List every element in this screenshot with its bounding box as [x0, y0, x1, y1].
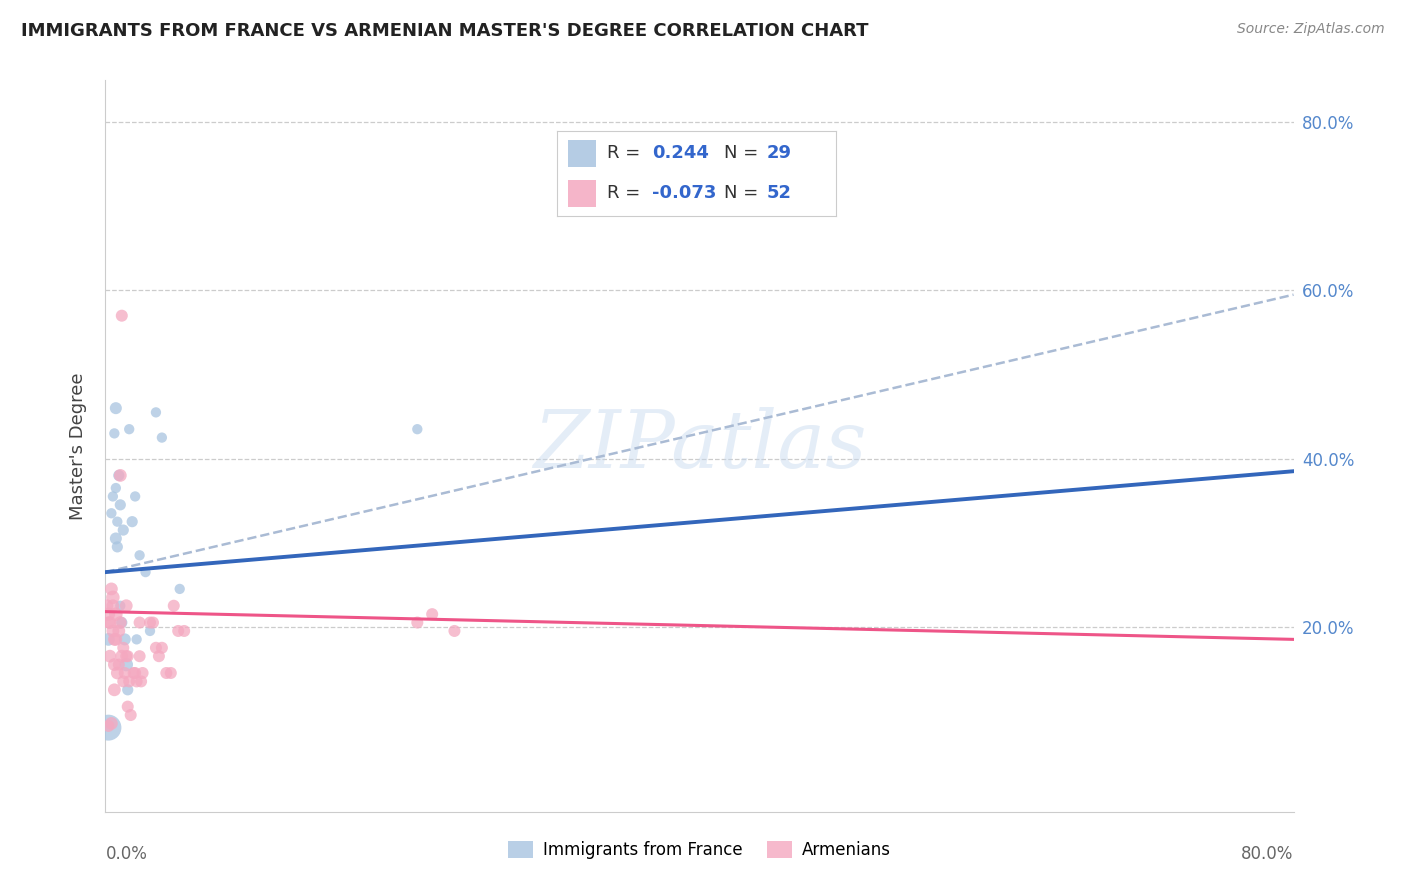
Point: [104, 532, 127, 546]
Point: [129, 674, 152, 689]
Point: [121, 515, 143, 529]
Point: [101, 591, 124, 605]
Point: [117, 649, 139, 664]
Point: [110, 498, 132, 512]
Point: [148, 649, 170, 664]
Point: [114, 632, 136, 647]
Point: [103, 657, 125, 672]
Text: 52: 52: [766, 185, 792, 202]
Point: [100, 582, 122, 596]
Point: [111, 615, 134, 630]
Point: [128, 549, 150, 563]
Text: ZIPatlas: ZIPatlas: [533, 408, 866, 484]
Point: [115, 657, 138, 672]
Point: [97, 607, 120, 622]
Point: [98, 615, 121, 630]
Point: [101, 624, 124, 638]
Point: [150, 431, 173, 445]
Text: R =: R =: [607, 185, 647, 202]
Point: [104, 401, 127, 416]
Point: [131, 665, 153, 680]
Point: [97, 719, 120, 733]
Point: [105, 515, 128, 529]
Point: [145, 640, 167, 655]
Text: R =: R =: [607, 144, 647, 162]
Point: [103, 632, 125, 647]
Point: [169, 582, 191, 596]
Point: [112, 640, 135, 655]
Point: [100, 506, 122, 520]
Point: [139, 615, 162, 630]
Point: [111, 649, 134, 664]
Text: N =: N =: [724, 144, 765, 162]
Point: [112, 674, 135, 689]
Point: [420, 607, 443, 622]
Point: [100, 716, 122, 731]
Point: [110, 599, 132, 613]
Point: [145, 405, 167, 419]
Point: [98, 649, 121, 664]
Text: IMMIGRANTS FROM FRANCE VS ARMENIAN MASTER'S DEGREE CORRELATION CHART: IMMIGRANTS FROM FRANCE VS ARMENIAN MASTE…: [21, 22, 869, 40]
Text: Source: ZipAtlas.com: Source: ZipAtlas.com: [1237, 22, 1385, 37]
Point: [97, 615, 120, 630]
Point: [159, 665, 181, 680]
Point: [97, 632, 120, 647]
Point: [108, 657, 131, 672]
Bar: [568, 180, 596, 207]
Point: [118, 674, 141, 689]
Text: -0.073: -0.073: [652, 185, 716, 202]
Point: [118, 422, 141, 436]
Text: 0.244: 0.244: [652, 144, 709, 162]
Point: [124, 490, 146, 504]
Point: [110, 615, 132, 630]
Point: [97, 721, 120, 735]
Point: [104, 481, 127, 495]
Point: [122, 665, 145, 680]
Point: [101, 599, 124, 613]
Point: [105, 540, 128, 554]
Point: [115, 649, 138, 664]
Point: [139, 624, 162, 638]
Point: [104, 607, 127, 622]
Y-axis label: Master's Degree: Master's Degree: [69, 372, 87, 520]
Point: [103, 426, 125, 441]
Point: [150, 640, 173, 655]
Point: [114, 665, 136, 680]
Point: [103, 682, 125, 697]
Point: [124, 665, 146, 680]
Legend: Immigrants from France, Armenians: Immigrants from France, Armenians: [501, 834, 898, 865]
Point: [110, 468, 132, 483]
Point: [105, 665, 128, 680]
Point: [443, 624, 465, 638]
Point: [128, 615, 150, 630]
Point: [104, 632, 127, 647]
Point: [108, 468, 131, 483]
Point: [112, 523, 135, 537]
Point: [173, 624, 195, 638]
Point: [111, 309, 134, 323]
Point: [96, 599, 118, 613]
Point: [406, 422, 429, 436]
Point: [155, 665, 177, 680]
Point: [142, 615, 165, 630]
Point: [125, 632, 148, 647]
Text: N =: N =: [724, 185, 765, 202]
Point: [406, 615, 429, 630]
Point: [167, 624, 190, 638]
Point: [120, 708, 142, 723]
Point: [125, 674, 148, 689]
Point: [128, 649, 150, 664]
Text: 29: 29: [766, 144, 792, 162]
Point: [101, 490, 124, 504]
Point: [163, 599, 186, 613]
Bar: [568, 140, 596, 167]
Point: [115, 599, 138, 613]
Point: [117, 699, 139, 714]
Point: [108, 624, 131, 638]
Text: 0.0%: 0.0%: [105, 845, 148, 863]
Point: [117, 682, 139, 697]
Text: 80.0%: 80.0%: [1241, 845, 1294, 863]
Point: [135, 565, 157, 579]
